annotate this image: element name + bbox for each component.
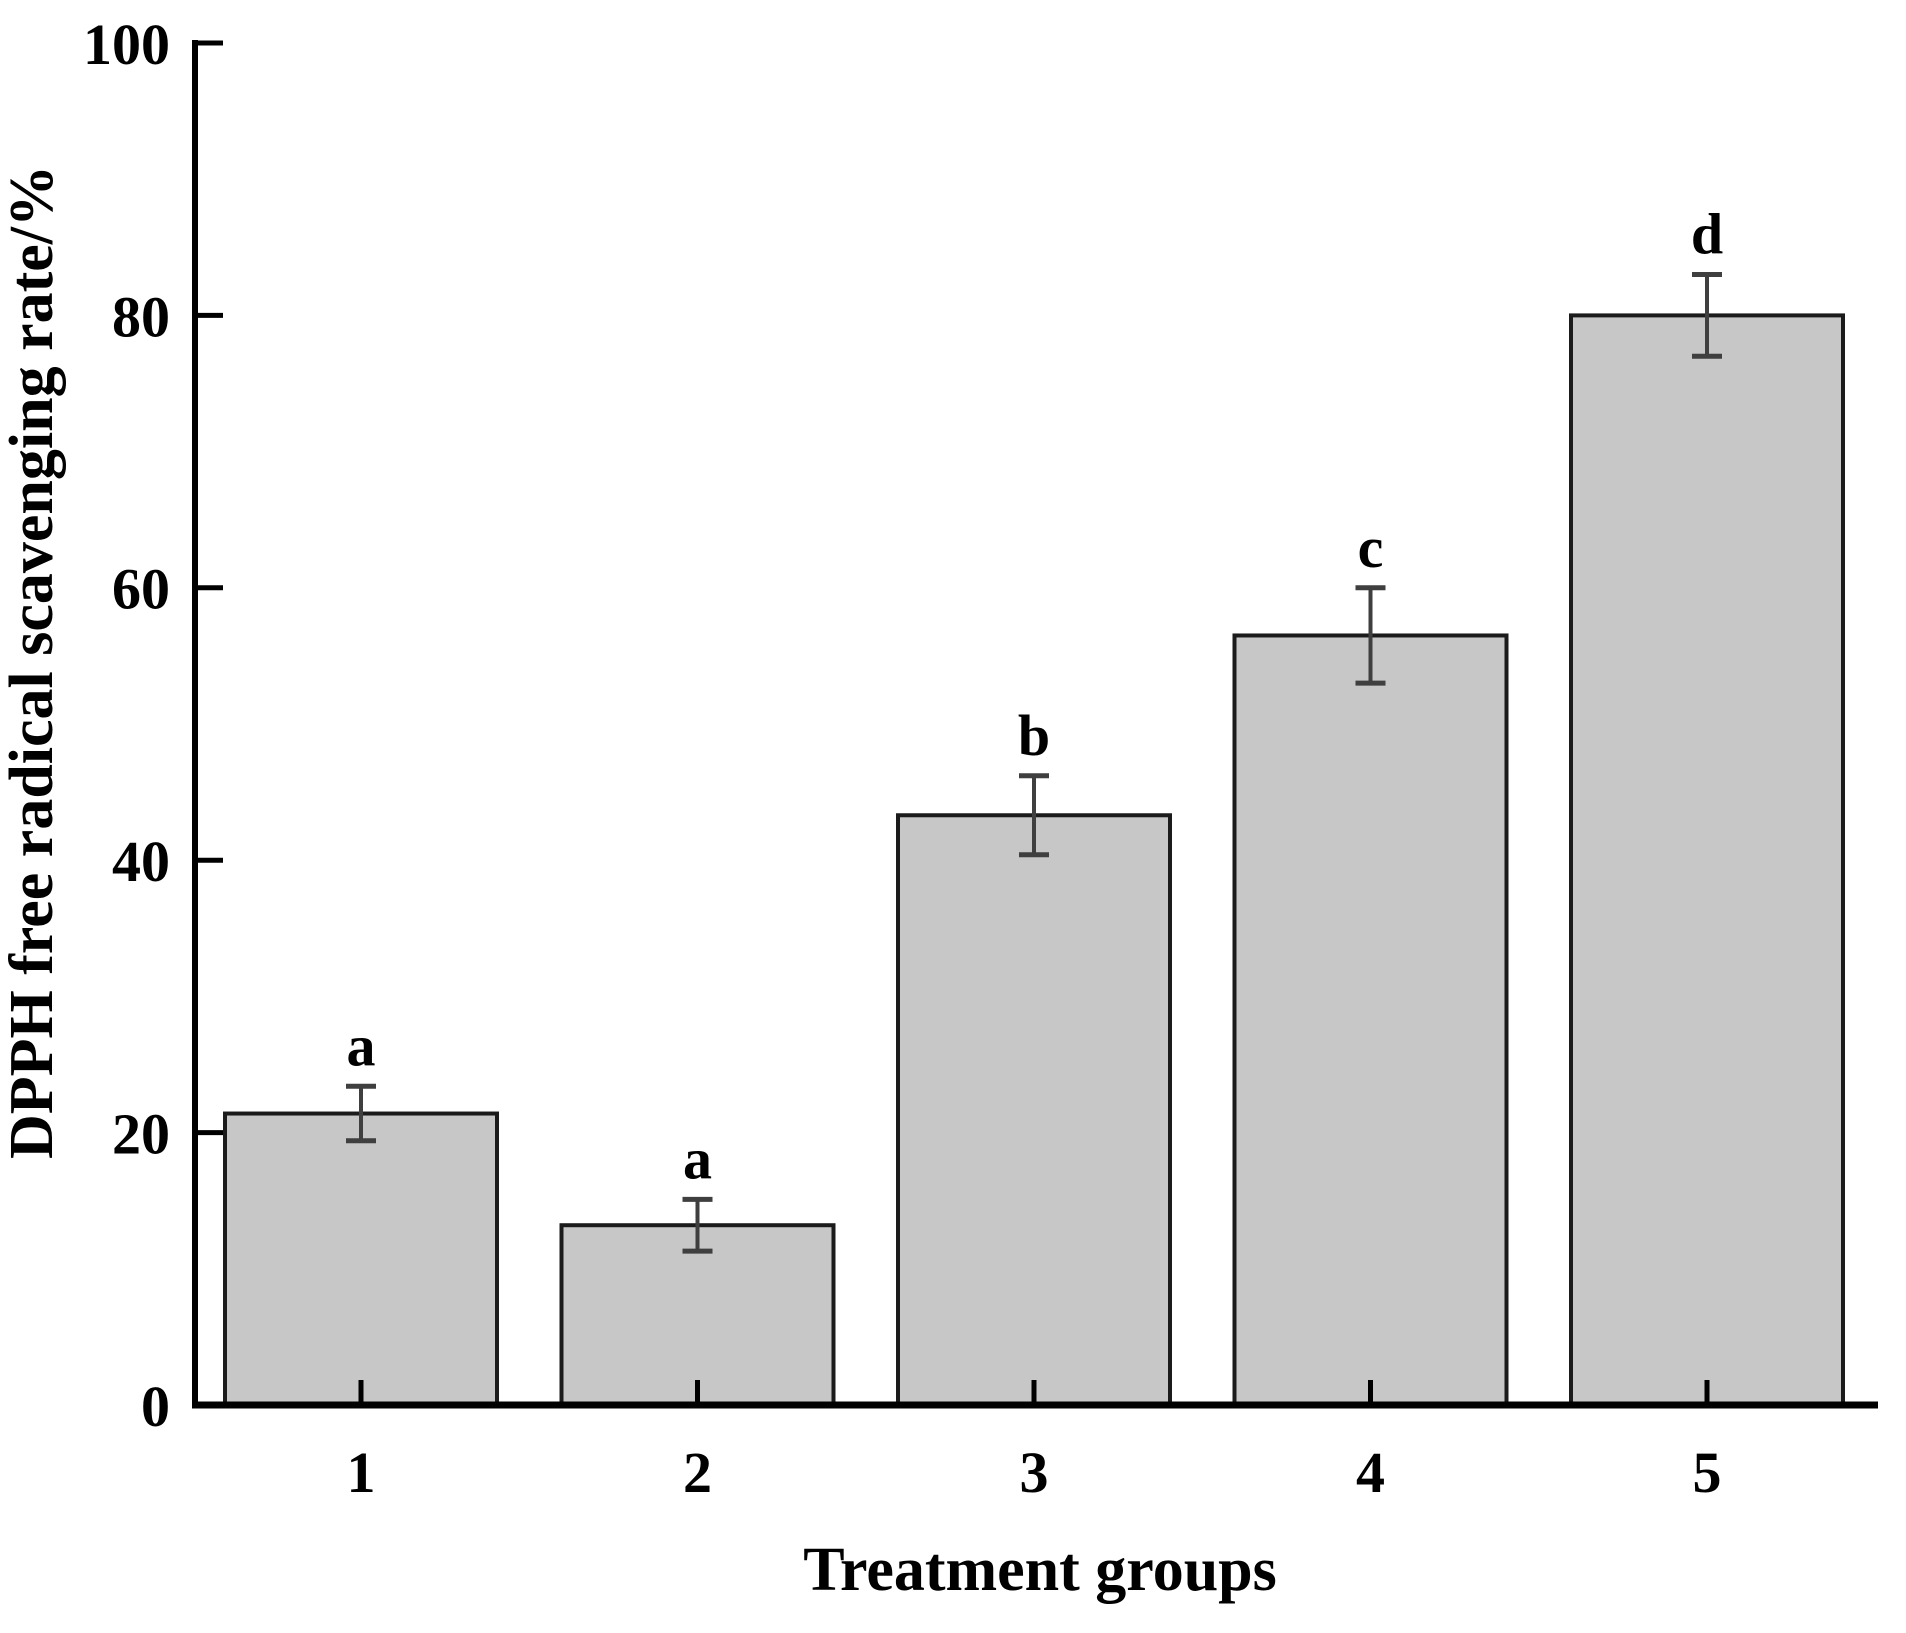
error-bars-group: [346, 272, 1722, 1254]
y-axis-title: DPPH free radical scavenging rate/%: [0, 165, 66, 1159]
y-axis-ticks-group: 0 20 40 60 80 100: [83, 12, 223, 1439]
x-tick-label: 4: [1356, 1440, 1385, 1505]
x-axis-ticks-group: 1 2 3 4 5: [347, 1380, 1722, 1505]
y-tick-label: 20: [112, 1101, 170, 1166]
significance-letter: b: [1018, 703, 1050, 768]
y-tick-label: 80: [112, 284, 170, 349]
significance-letter: c: [1358, 515, 1384, 580]
y-tick-label: 100: [83, 12, 170, 77]
significance-letter: a: [683, 1126, 712, 1191]
bar: [896, 813, 1172, 1407]
significance-letters-group: a a b c d: [347, 202, 1724, 1192]
bar: [223, 1111, 499, 1407]
bar: [1569, 313, 1845, 1407]
x-tick-label: 5: [1693, 1440, 1722, 1505]
y-tick-label: 0: [141, 1374, 170, 1439]
x-tick-label: 2: [683, 1440, 712, 1505]
x-tick-label: 3: [1020, 1440, 1049, 1505]
y-tick-label: 60: [112, 557, 170, 622]
bar: [1232, 633, 1509, 1407]
bar: [559, 1223, 836, 1407]
x-axis-title: Treatment groups: [803, 1536, 1277, 1604]
significance-letter: a: [347, 1013, 376, 1078]
significance-letter: d: [1691, 202, 1723, 267]
y-tick-label: 40: [112, 829, 170, 894]
x-tick-label: 1: [347, 1440, 376, 1505]
bars-group: [223, 313, 1845, 1407]
